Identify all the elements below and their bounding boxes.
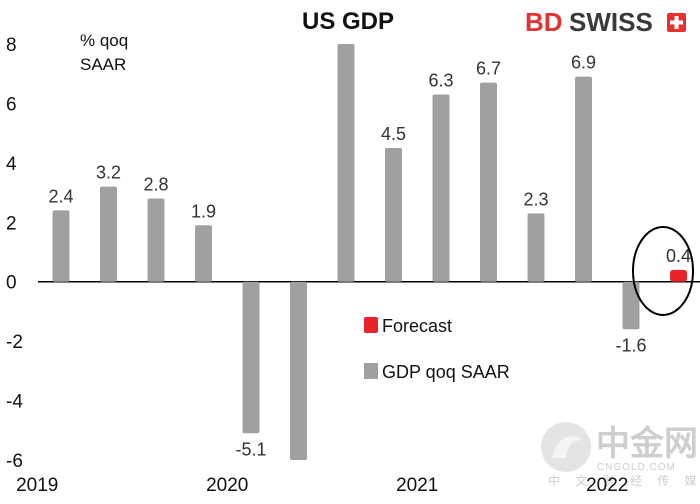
data-label: 2.4 (48, 186, 73, 206)
data-label: 2.3 (523, 189, 548, 209)
gdp-bar (575, 76, 592, 282)
data-label: -1.6 (615, 335, 646, 355)
gdp-bar (100, 186, 117, 282)
chart-title: US GDP (302, 8, 394, 35)
watermark-cn-text: 中金网 (596, 424, 698, 463)
logo-cross-icon (667, 13, 686, 32)
gdp-bar (195, 225, 212, 282)
y-tick-label: 8 (6, 35, 17, 56)
x-year-label: 2020 (206, 475, 248, 496)
y-tick-label: -4 (6, 392, 23, 413)
gdp-bar (290, 281, 307, 460)
data-label: 6.7 (476, 59, 501, 79)
unit-label-line-1: % qoq (80, 31, 128, 50)
chart-bars (52, 44, 687, 460)
legend-swatch-gdp (364, 363, 378, 379)
data-label: 3.2 (96, 163, 121, 183)
y-tick-label: -2 (6, 332, 23, 353)
y-tick-label: -6 (6, 451, 23, 472)
watermark-logo-icon (541, 422, 591, 472)
data-label: 6.3 (428, 71, 453, 91)
chart-data-labels: 2.4 3.2 2.8 1.9 -5.1 4.5 6.3 6.7 2.3 6.9 -1.6 0.4 (48, 53, 691, 460)
cngold-watermark: 中金网 CNGOLD.COM 中 文 财 经 传 媒 体 (541, 422, 700, 488)
gdp-bar (385, 148, 402, 282)
y-tick-label: 4 (6, 154, 17, 175)
gdp-bar (337, 44, 355, 282)
bdswiss-logo: BD SWISS (525, 7, 686, 37)
watermark-sub-text: 中 文 财 经 传 媒 体 (548, 473, 700, 488)
gdp-bar (527, 213, 545, 282)
x-year-label: 2019 (16, 475, 58, 496)
data-label: -5.1 (235, 439, 266, 459)
x-year-label: 2022 (586, 475, 628, 496)
data-label: 0.4 (666, 246, 691, 266)
data-label: 4.5 (381, 124, 406, 144)
forecast-highlight-ring (632, 226, 694, 316)
gdp-bar (52, 210, 70, 282)
gdp-bar (432, 94, 450, 282)
gdp-bar (622, 281, 640, 330)
x-year-label: 2021 (396, 475, 438, 496)
gdp-bar (147, 198, 165, 282)
forecast-bar (670, 269, 687, 282)
data-label: 6.9 (571, 53, 596, 73)
logo-swiss-text: SWISS (569, 7, 653, 37)
gdp-bar (480, 82, 497, 282)
logo-bd-text: BD (525, 7, 563, 37)
y-tick-label: 6 (6, 94, 17, 115)
legend-swatch-forecast (364, 317, 378, 333)
gdp-bar (242, 281, 260, 434)
data-label: 2.8 (143, 175, 168, 195)
unit-label-line-2: SAAR (80, 55, 126, 74)
watermark-en-text: CNGOLD.COM (597, 462, 676, 473)
data-label: 1.9 (191, 201, 216, 221)
chart-axes: 8 6 4 2 0 -2 -4 -6 2019 2020 2021 2022 (6, 35, 700, 496)
legend-label-gdp: GDP qoq SAAR (382, 362, 510, 382)
legend-label-forecast: Forecast (382, 316, 452, 336)
y-tick-label: 0 (6, 273, 17, 294)
y-tick-label: 2 (6, 213, 17, 234)
legend: Forecast GDP qoq SAAR (364, 316, 510, 382)
